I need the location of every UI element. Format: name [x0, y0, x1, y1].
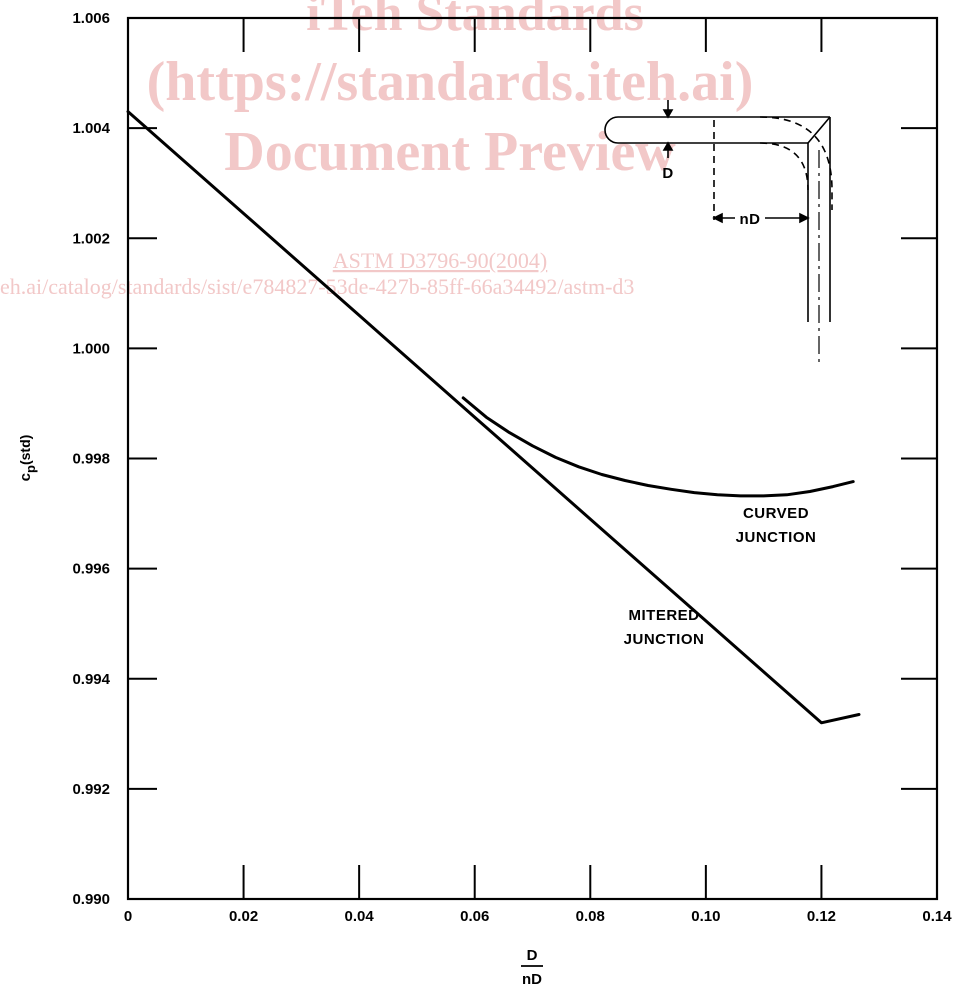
ticks	[128, 18, 937, 899]
x-tick-label: 0.08	[576, 908, 605, 925]
y-tick-label: 1.002	[72, 230, 110, 247]
x-tick-label: 0.02	[229, 908, 258, 925]
curved-annotation-line1: CURVED	[743, 505, 809, 522]
y-tick-label: 0.990	[72, 891, 110, 908]
x-tick-label: 0	[124, 908, 132, 925]
x-tick-label: 0.10	[691, 908, 720, 925]
mitered-annotation-line2: JUNCTION	[624, 631, 705, 648]
x-tick-label: 0.12	[807, 908, 836, 925]
y-tick-label: 1.006	[72, 10, 110, 27]
inset-miter-diagonal	[807, 116, 831, 144]
x-axis-label-numerator: D	[527, 947, 538, 964]
x-tick-label: 0.06	[460, 908, 489, 925]
series-layer	[126, 110, 861, 725]
y-tick-label: 1.000	[72, 340, 110, 357]
watermark-line2: (https://standards.iteh.ai)	[147, 51, 754, 113]
x-tick-label: 0.04	[345, 908, 375, 925]
x-axis-label-denominator: nD	[522, 971, 542, 988]
inset-d-arrowhead-top	[662, 109, 674, 119]
inset-nd-arrowhead-left	[712, 212, 723, 224]
inset-nd-label: nD	[740, 211, 761, 228]
watermark-line3: Document Preview	[224, 121, 676, 183]
y-tick-label: 1.004	[72, 120, 110, 137]
y-tick-label: 0.996	[72, 561, 110, 578]
y-axis-label-sub: p	[23, 465, 38, 473]
y-tick-label: 0.992	[72, 781, 110, 798]
inset-pipe-outline	[604, 116, 830, 144]
inset-curved-outer	[759, 116, 833, 210]
y-tick-label: 0.998	[72, 451, 110, 468]
junction-inset-diagram	[604, 100, 833, 362]
watermark-line4: ASTM D3796-90(2004)	[333, 248, 548, 273]
tick-labels: 0 0.02 0.04 0.06 0.08 0.10 0.12 0.14 0.990 0.992 0…	[72, 10, 952, 925]
y-axis-label-suffix: (std)	[17, 435, 33, 465]
svg-text:cp(std): cp(std)	[17, 435, 38, 482]
inset-d-arrowhead-bottom	[662, 141, 674, 151]
curved-annotation-line2: JUNCTION	[736, 529, 817, 546]
curved-junction-line	[461, 396, 855, 498]
x-tick-label: 0.14	[922, 908, 952, 925]
mitered-junction-line	[126, 110, 861, 725]
inset-curved-inner	[759, 142, 809, 191]
inset-nd-arrowhead-right	[799, 212, 810, 224]
y-axis-label-main: c	[17, 473, 34, 481]
mitered-annotation-line1: MITERED	[629, 607, 700, 624]
y-axis-label: cp(std)	[17, 435, 38, 482]
inset-d-label: D	[662, 165, 673, 182]
watermark: iTeh Standards (https://standards.iteh.a…	[0, 0, 753, 299]
y-tick-label: 0.994	[72, 671, 110, 688]
